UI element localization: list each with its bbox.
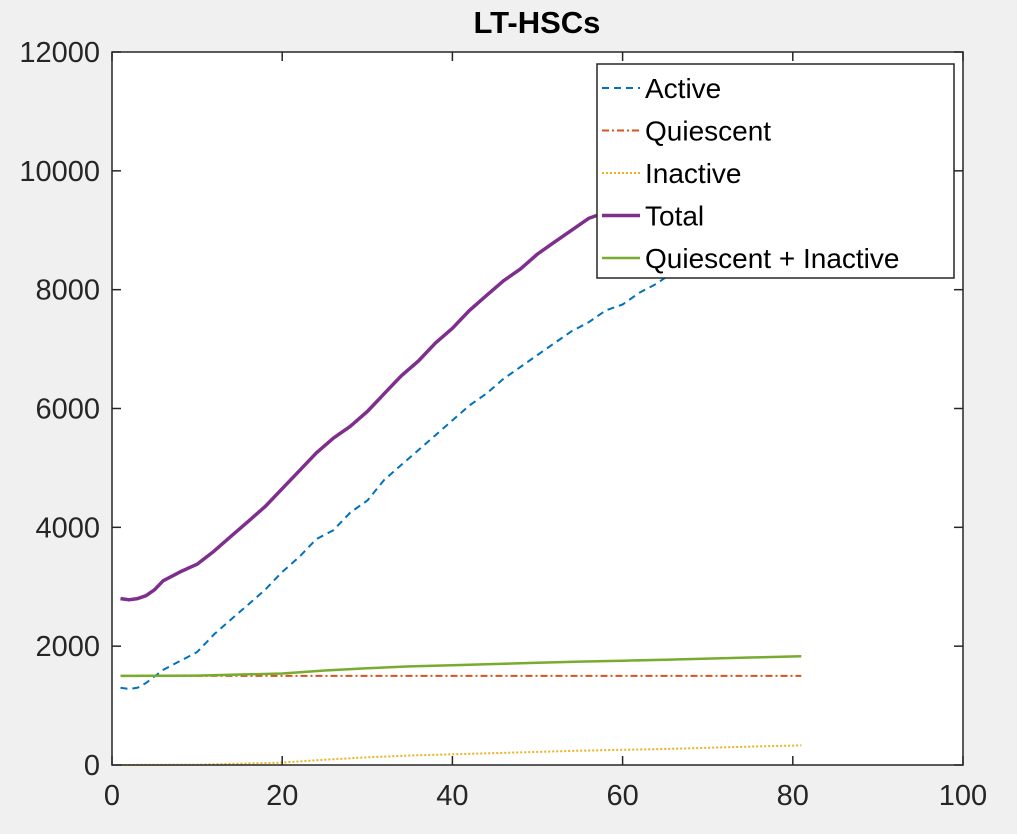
y-tick-label: 12000	[19, 37, 100, 69]
legend-label-total: Total	[645, 201, 704, 232]
x-tick-label: 100	[939, 780, 987, 812]
series-layer	[120, 210, 802, 766]
legend-label-inactive: Inactive	[645, 158, 742, 189]
legend-box	[596, 63, 955, 279]
series-quiescent-inactive-line	[120, 655, 802, 678]
x-tick-label: 40	[436, 780, 468, 812]
series-total-line	[120, 210, 607, 602]
series-inactive-line	[120, 744, 802, 766]
tick-layer: 0 20 40 60 80 100 0 2000 4000 6000 8000 10000 12000	[19, 37, 987, 812]
x-tick-label: 20	[266, 780, 298, 812]
legend-label-quiescent: Quiescent	[645, 116, 771, 147]
y-tick-label: 4000	[35, 512, 100, 544]
series-active-line	[120, 270, 675, 690]
legend-label-quiescent-inactive: Quiescent + Inactive	[645, 243, 899, 274]
y-tick-label: 2000	[35, 631, 100, 663]
chart-title: LT-HSCs	[474, 5, 601, 40]
legend-label-active: Active	[645, 73, 721, 104]
y-tick-label: 10000	[19, 156, 100, 188]
x-tick-label: 0	[104, 780, 120, 812]
x-tick-label: 60	[606, 780, 638, 812]
y-tick-label: 6000	[35, 394, 100, 426]
y-tick-label: 0	[84, 750, 100, 782]
legend: Active Quiescent Inactive Total Quiescent + …	[596, 63, 955, 279]
x-tick-label: 80	[777, 780, 809, 812]
y-tick-label: 8000	[35, 275, 100, 307]
